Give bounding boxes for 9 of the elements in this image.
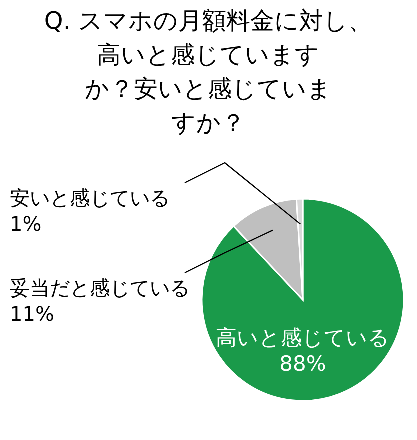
data-label: 11% [10, 302, 54, 326]
chart-title: Q. スマホの月額料金に対し、 [43, 6, 374, 37]
slice-label: 高いと感じている [216, 326, 390, 350]
slice-label: 安いと感じている [10, 186, 170, 210]
data-label: 88% [280, 352, 326, 376]
chart-subtitle: 高いと感じていますか？安いと感じていますか？ [84, 40, 333, 139]
slice-label: 妥当だと感じている [10, 276, 190, 300]
data-label: 1% [10, 212, 42, 236]
pie-slice [201, 198, 405, 402]
